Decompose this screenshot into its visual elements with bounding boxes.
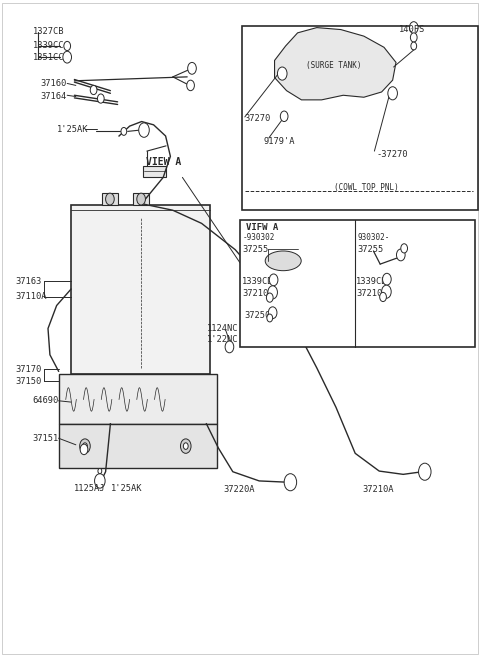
Circle shape bbox=[396, 249, 405, 261]
Circle shape bbox=[80, 439, 90, 453]
Circle shape bbox=[280, 111, 288, 122]
Text: 140FS: 140FS bbox=[399, 25, 426, 34]
Text: 1351CC: 1351CC bbox=[33, 53, 64, 62]
Circle shape bbox=[388, 87, 397, 100]
Text: 1327CB: 1327CB bbox=[33, 27, 64, 36]
Text: 1125AJ: 1125AJ bbox=[74, 484, 106, 493]
Circle shape bbox=[98, 468, 102, 474]
Text: 1339CD: 1339CD bbox=[356, 277, 388, 286]
Text: -930302: -930302 bbox=[242, 233, 275, 242]
Circle shape bbox=[80, 444, 88, 455]
Circle shape bbox=[380, 292, 386, 302]
Circle shape bbox=[97, 478, 102, 484]
Text: 37151: 37151 bbox=[33, 434, 59, 443]
FancyBboxPatch shape bbox=[59, 424, 217, 468]
Circle shape bbox=[64, 41, 71, 51]
Text: 37255: 37255 bbox=[242, 245, 269, 254]
Text: 37110A: 37110A bbox=[15, 292, 47, 302]
Circle shape bbox=[63, 51, 72, 63]
FancyBboxPatch shape bbox=[133, 193, 149, 205]
Circle shape bbox=[228, 344, 231, 350]
Text: 37210A: 37210A bbox=[356, 289, 388, 298]
Circle shape bbox=[383, 273, 391, 285]
Circle shape bbox=[225, 341, 234, 353]
FancyBboxPatch shape bbox=[59, 374, 217, 424]
Text: 37160: 37160 bbox=[41, 79, 67, 88]
Circle shape bbox=[385, 277, 389, 282]
Text: (COWL TOP PNL): (COWL TOP PNL) bbox=[334, 183, 398, 192]
Circle shape bbox=[95, 474, 105, 488]
Circle shape bbox=[267, 314, 273, 322]
Text: 37220A: 37220A bbox=[223, 485, 255, 494]
Text: 1339CC: 1339CC bbox=[33, 41, 64, 51]
Text: 37210A: 37210A bbox=[363, 485, 395, 494]
Circle shape bbox=[139, 123, 149, 137]
Text: 64690: 64690 bbox=[33, 396, 59, 405]
Circle shape bbox=[269, 274, 278, 286]
Circle shape bbox=[121, 127, 127, 135]
Circle shape bbox=[137, 193, 145, 205]
Text: 37270: 37270 bbox=[245, 114, 271, 123]
Text: 930302-: 930302- bbox=[358, 233, 390, 242]
FancyBboxPatch shape bbox=[242, 26, 478, 210]
Text: VIEW A: VIEW A bbox=[146, 156, 181, 167]
Circle shape bbox=[268, 286, 277, 299]
Text: 37170: 37170 bbox=[15, 365, 42, 374]
Polygon shape bbox=[275, 28, 396, 100]
Circle shape bbox=[83, 443, 87, 449]
Text: 37210A: 37210A bbox=[242, 289, 274, 298]
Circle shape bbox=[83, 447, 85, 451]
Circle shape bbox=[272, 277, 276, 283]
Circle shape bbox=[288, 479, 293, 486]
Text: 37150: 37150 bbox=[15, 376, 42, 386]
Circle shape bbox=[268, 307, 277, 319]
Circle shape bbox=[277, 67, 287, 80]
Text: 1'25AK: 1'25AK bbox=[57, 125, 88, 134]
Circle shape bbox=[187, 80, 194, 91]
Text: 37250A: 37250A bbox=[245, 311, 276, 320]
Circle shape bbox=[419, 463, 431, 480]
FancyBboxPatch shape bbox=[240, 220, 475, 347]
Ellipse shape bbox=[265, 251, 301, 271]
Circle shape bbox=[90, 85, 97, 95]
Text: 1'25AK: 1'25AK bbox=[111, 484, 143, 493]
Circle shape bbox=[65, 55, 69, 60]
Circle shape bbox=[284, 474, 297, 491]
Circle shape bbox=[410, 33, 417, 42]
Circle shape bbox=[268, 296, 271, 300]
Circle shape bbox=[422, 468, 427, 475]
Circle shape bbox=[188, 62, 196, 74]
Text: 37164: 37164 bbox=[41, 92, 67, 101]
Text: (SURGE TANK): (SURGE TANK) bbox=[306, 61, 362, 70]
Text: 1339CD: 1339CD bbox=[242, 277, 274, 286]
Text: VIFW A: VIFW A bbox=[246, 223, 278, 232]
Circle shape bbox=[183, 443, 188, 449]
Text: 9179'A: 9179'A bbox=[263, 137, 295, 146]
FancyBboxPatch shape bbox=[143, 166, 166, 177]
FancyBboxPatch shape bbox=[102, 193, 118, 205]
Text: 1124NC: 1124NC bbox=[207, 324, 239, 333]
Text: 1'22NC: 1'22NC bbox=[207, 335, 239, 344]
Circle shape bbox=[266, 293, 273, 302]
Text: 37163: 37163 bbox=[15, 277, 42, 286]
Text: 37255: 37255 bbox=[358, 245, 384, 254]
Circle shape bbox=[382, 295, 384, 299]
Circle shape bbox=[382, 285, 391, 298]
Circle shape bbox=[180, 439, 191, 453]
Circle shape bbox=[106, 193, 114, 205]
Circle shape bbox=[401, 244, 408, 253]
Circle shape bbox=[411, 42, 417, 50]
Circle shape bbox=[97, 94, 104, 103]
Circle shape bbox=[409, 22, 418, 34]
FancyBboxPatch shape bbox=[71, 205, 210, 374]
Circle shape bbox=[142, 127, 146, 133]
Text: -37270: -37270 bbox=[377, 150, 408, 159]
